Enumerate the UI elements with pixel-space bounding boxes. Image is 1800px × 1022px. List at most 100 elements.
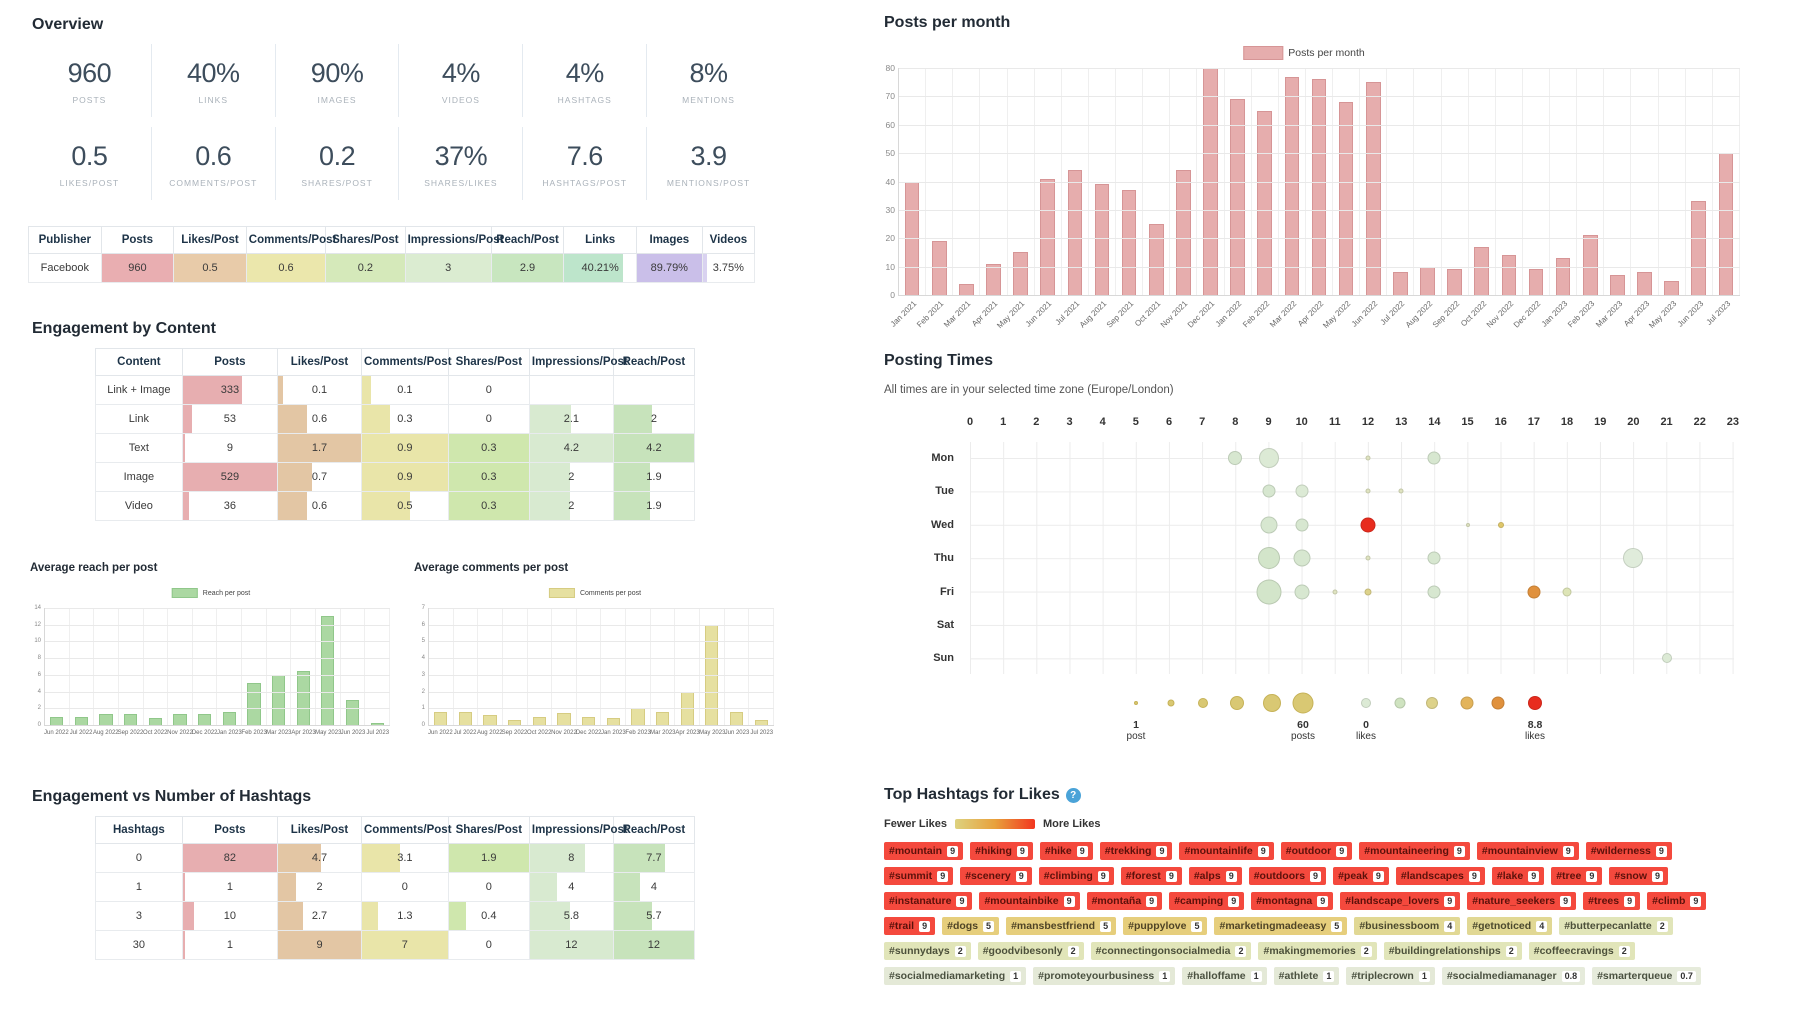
- data-cell: 0: [447, 375, 530, 405]
- data-cell: 8: [528, 843, 614, 873]
- hashtag-chip-coffeecravings[interactable]: #coffeecravings 2: [1528, 942, 1635, 960]
- hashtag-chip-butterpecanlatte[interactable]: #butterpecanlatte 2: [1559, 917, 1673, 935]
- hashtag-chip-outdoors[interactable]: #outdoors 9: [1248, 867, 1327, 885]
- hashtag-label: #landscapes: [1400, 870, 1464, 882]
- hashtag-chip-wilderness[interactable]: #wilderness 9: [1585, 842, 1672, 860]
- hashtag-count: 9: [1076, 845, 1088, 857]
- y-axis-tick: 10: [885, 261, 895, 272]
- hashtag-chip-triplecrown[interactable]: #triplecrown 1: [1346, 967, 1435, 985]
- hashtag-chip-snow[interactable]: #snow 9: [1609, 867, 1669, 885]
- hashtag-chip-instanature[interactable]: #instanature 9: [884, 892, 973, 910]
- data-cell: 2.9: [490, 253, 565, 283]
- hashtag-chip-getnoticed[interactable]: #getnoticed 4: [1467, 917, 1553, 935]
- hashtag-chip-mountaineering[interactable]: #mountaineering 9: [1359, 842, 1470, 860]
- hashtag-chip-landscape_lovers[interactable]: #landscape_lovers 9: [1340, 892, 1461, 910]
- hashtag-chip-hike[interactable]: #hike 9: [1039, 842, 1093, 860]
- hashtag-count: 9: [956, 895, 968, 907]
- hashtag-row: #socialmediamarketing 1 #promoteyourbusine…: [884, 967, 1789, 985]
- cell-data-bar: [278, 873, 297, 901]
- hashtag-chip-nature_seekers[interactable]: #nature_seekers 9: [1467, 892, 1577, 910]
- stat-links: 40% LINKS: [150, 44, 275, 117]
- hashtag-chip-athlete[interactable]: #athlete 1: [1273, 967, 1340, 985]
- hashtag-chip-socialmediamarketing[interactable]: #socialmediamarketing 1: [884, 967, 1027, 985]
- hashtag-chip-alps[interactable]: #alps 9: [1188, 867, 1242, 885]
- hashtag-chip-promoteyourbusiness[interactable]: #promoteyourbusiness 1: [1033, 967, 1176, 985]
- publisher-grid: Publisher Posts Likes/Post Comments/Post Sha…: [28, 226, 756, 283]
- top-hashtags-chips: #mountain 9 #hiking 9 #hike 9 #trekking 9 #mount…: [884, 842, 1789, 992]
- y-axis-tick: 14: [34, 605, 41, 611]
- hashtag-chip-makingmemories[interactable]: #makingmemories 2: [1258, 942, 1377, 960]
- hashtag-chip-mountainview[interactable]: #mountainview 9: [1476, 842, 1579, 860]
- bar-oct-2022: [148, 718, 162, 725]
- hashtag-chip-landscapes[interactable]: #landscapes 9: [1395, 867, 1485, 885]
- hashtag-chip-climb[interactable]: #climb 9: [1647, 892, 1707, 910]
- x-axis-label: Oct 2022: [527, 730, 552, 736]
- hashtag-chip-climbing[interactable]: #climbing 9: [1038, 867, 1114, 885]
- bubble-thu-12: [1365, 555, 1371, 561]
- hashtag-chip-mountainbike[interactable]: #mountainbike 9: [979, 892, 1080, 910]
- hashtag-chip-trail[interactable]: #trail 9: [884, 917, 936, 935]
- hashtag-chip-lake[interactable]: #lake 9: [1491, 867, 1545, 885]
- top-hashtags-title-text: Top Hashtags for Likes: [884, 786, 1060, 803]
- hashtag-count: 9: [1310, 870, 1322, 882]
- hashtag-chip-smarterqueue[interactable]: #smarterqueue 0.7: [1592, 967, 1701, 985]
- help-icon[interactable]: ?: [1065, 787, 1081, 803]
- cell-data-bar: [362, 931, 448, 959]
- hashtag-chip-dogs[interactable]: #dogs 5: [942, 917, 1000, 935]
- hashtag-chip-hiking[interactable]: #hiking 9: [970, 842, 1033, 860]
- hashtag-chip-mansbestfriend[interactable]: #mansbestfriend 5: [1006, 917, 1117, 935]
- hashtag-chip-marketingmadeeasy[interactable]: #marketingmadeeasy 5: [1214, 917, 1348, 935]
- hashtag-chip-mountainlife[interactable]: #mountainlife 9: [1179, 842, 1274, 860]
- day-label-sun: Sun: [933, 652, 954, 665]
- hashtag-label: #climbing: [1043, 870, 1093, 882]
- data-cell: 0.6: [277, 491, 362, 521]
- bar-mar-2023: [655, 711, 670, 725]
- hashtag-chip-summit[interactable]: #summit 9: [884, 867, 954, 885]
- hashtag-chip-camping[interactable]: #camping 9: [1169, 892, 1245, 910]
- hashtag-chip-goodvibesonly[interactable]: #goodvibesonly 2: [977, 942, 1084, 960]
- cell-data-bar: [278, 902, 303, 930]
- average-comments-chart: Average comments per post Comments per p…: [412, 562, 778, 752]
- bar-sep-2022: [508, 720, 522, 725]
- cell-data-bar: [614, 873, 641, 901]
- hashtag-chip-sunnydays[interactable]: #sunnydays 2: [884, 942, 971, 960]
- hashtag-chip-peak[interactable]: #peak 9: [1333, 867, 1389, 885]
- hashtag-chip-montagna[interactable]: #montagna 9: [1251, 892, 1334, 910]
- hashtag-label: #mountainlife: [1184, 845, 1253, 857]
- hashtag-chip-buildingrelationships[interactable]: #buildingrelationships 2: [1383, 942, 1522, 960]
- cell-data-bar: [278, 405, 308, 433]
- hashtag-row: #summit 9 #scenery 9 #climbing 9 #forest 9 #alps…: [884, 867, 1789, 885]
- hashtag-chip-trekking[interactable]: #trekking 9: [1099, 842, 1173, 860]
- hashtag-chip-mountain[interactable]: #mountain 9: [884, 842, 964, 860]
- bar-may-2023: [321, 616, 335, 725]
- hashtag-chip-outdoor[interactable]: #outdoor 9: [1280, 842, 1353, 860]
- data-cell: 529: [181, 462, 279, 492]
- hashtag-count: 2: [1067, 945, 1079, 957]
- hour-label-6: 6: [1165, 416, 1173, 428]
- hashtag-chip-socialmediamanager[interactable]: #socialmediamanager 0.8: [1441, 967, 1586, 985]
- cell-data-bar: [247, 254, 325, 282]
- hashtag-count: 9: [1560, 895, 1572, 907]
- cell-data-bar: [449, 902, 466, 930]
- hashtag-label: #getnoticed: [1472, 920, 1532, 932]
- hashtag-chip-montaña[interactable]: #montaña 9: [1086, 892, 1163, 910]
- hour-label-21: 21: [1660, 416, 1673, 428]
- cell-data-bar: [530, 873, 558, 901]
- y-axis-tick: 1: [421, 705, 425, 712]
- data-cell: 1.7: [277, 433, 362, 463]
- hashtag-chip-puppylove[interactable]: #puppylove 5: [1123, 917, 1208, 935]
- hashtag-label: #mountainview: [1481, 845, 1558, 857]
- hashtag-chip-trees[interactable]: #trees 9: [1583, 892, 1641, 910]
- size-legend-bubble-3: [1198, 698, 1208, 708]
- y-axis-tick: 70: [885, 91, 895, 102]
- hashtag-chip-businessboom[interactable]: #businessboom 4: [1354, 917, 1461, 935]
- hashtag-chip-connectingonsocialmedia[interactable]: #connectingonsocialmedia 2: [1090, 942, 1252, 960]
- hashtag-chip-scenery[interactable]: #scenery 9: [960, 867, 1032, 885]
- hashtag-chip-halloffame[interactable]: #halloffame 1: [1182, 967, 1267, 985]
- cell-data-bar: [183, 463, 277, 491]
- hashtag-chip-forest[interactable]: #forest 9: [1120, 867, 1182, 885]
- x-axis-label: Nov 2022: [167, 730, 193, 736]
- hashtag-chip-tree[interactable]: #tree 9: [1551, 867, 1603, 885]
- hashtag-count: 2: [1656, 920, 1668, 932]
- y-axis-tick: 0: [890, 290, 895, 300]
